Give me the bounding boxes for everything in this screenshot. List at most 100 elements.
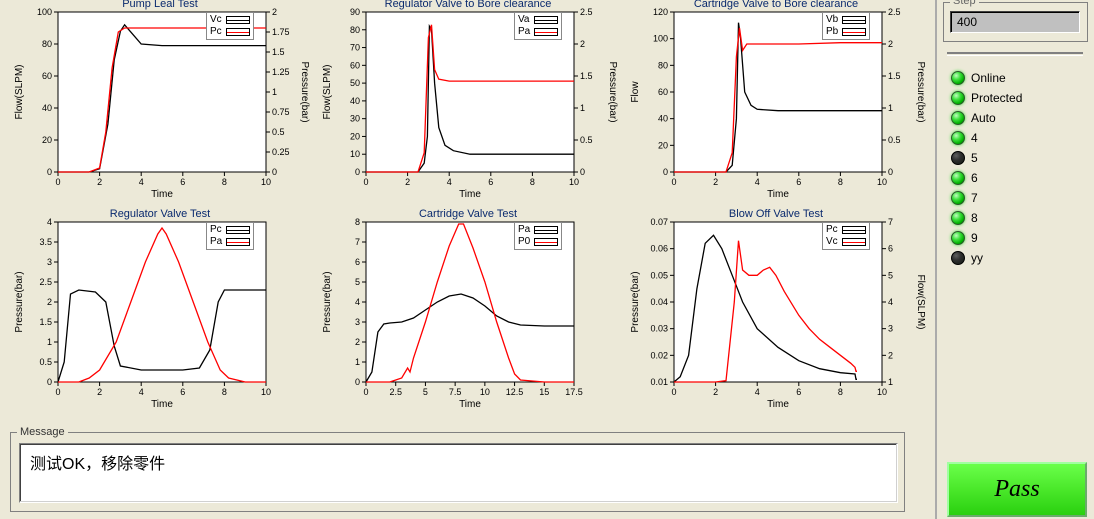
legend-label: Pb	[826, 26, 838, 38]
legend-label: Pc	[210, 224, 222, 236]
svg-text:Flow(SLPM): Flow(SLPM)	[14, 64, 25, 119]
svg-text:17.5: 17.5	[565, 387, 583, 397]
svg-text:10: 10	[569, 177, 579, 187]
svg-text:1: 1	[272, 87, 277, 97]
svg-text:Pressure(bar): Pressure(bar)	[630, 271, 641, 332]
svg-text:0: 0	[355, 377, 360, 387]
svg-text:80: 80	[350, 25, 360, 35]
svg-text:Pressure(bar): Pressure(bar)	[322, 271, 333, 332]
chart-c4: Cartridge Valve Test01234567802.557.5101…	[318, 210, 618, 410]
legend-label: Vc	[826, 236, 838, 248]
svg-text:100: 100	[653, 34, 668, 44]
message-textbox: 测试OK，移除零件	[19, 443, 898, 503]
svg-text:2: 2	[405, 177, 410, 187]
led-label: 8	[971, 211, 978, 225]
svg-text:70: 70	[350, 43, 360, 53]
chart-legend: PcVc	[822, 222, 870, 250]
svg-text:3: 3	[888, 324, 893, 334]
status-led-icon	[951, 91, 965, 105]
legend-label: Pc	[210, 26, 222, 38]
svg-text:4: 4	[447, 177, 452, 187]
status-led-icon	[951, 231, 965, 245]
led-label: 7	[971, 191, 978, 205]
svg-text:40: 40	[350, 96, 360, 106]
svg-text:2: 2	[47, 297, 52, 307]
svg-text:10: 10	[261, 387, 271, 397]
led-row: Online	[951, 68, 1022, 88]
status-led-icon	[951, 191, 965, 205]
svg-text:10: 10	[350, 149, 360, 159]
svg-text:0.5: 0.5	[888, 135, 901, 145]
svg-text:1.5: 1.5	[272, 47, 285, 57]
svg-text:60: 60	[658, 87, 668, 97]
svg-text:2: 2	[713, 177, 718, 187]
chart-c3: Regulator Valve Test00.511.522.533.54024…	[10, 210, 310, 410]
led-row: 5	[951, 148, 1022, 168]
legend-label: Pa	[518, 26, 530, 38]
svg-text:6: 6	[796, 387, 801, 397]
svg-text:0: 0	[671, 177, 676, 187]
svg-text:1: 1	[47, 337, 52, 347]
svg-text:0.06: 0.06	[650, 244, 668, 254]
svg-text:1: 1	[580, 103, 585, 113]
svg-text:0.02: 0.02	[650, 350, 668, 360]
svg-text:6: 6	[180, 387, 185, 397]
chart-title: Regulator Valve to Bore clearance	[318, 0, 618, 10]
chart-legend: PcPa	[206, 222, 254, 250]
svg-text:Time: Time	[767, 399, 789, 410]
chart-legend: VaPa	[514, 12, 562, 40]
pass-button[interactable]: Pass	[947, 462, 1087, 517]
svg-text:0: 0	[663, 167, 668, 177]
status-led-icon	[951, 151, 965, 165]
svg-text:2: 2	[580, 39, 585, 49]
legend-label: Pa	[518, 224, 530, 236]
svg-text:6: 6	[180, 177, 185, 187]
legend-swatch-icon	[842, 238, 866, 246]
svg-text:Time: Time	[767, 189, 789, 200]
svg-text:0.04: 0.04	[650, 297, 668, 307]
svg-text:2: 2	[713, 387, 718, 397]
svg-text:2.5: 2.5	[39, 277, 52, 287]
svg-text:7: 7	[355, 237, 360, 247]
svg-text:4: 4	[355, 297, 360, 307]
svg-text:80: 80	[658, 60, 668, 70]
led-row: 9	[951, 228, 1022, 248]
chart-title: Pump Leal Test	[10, 0, 310, 10]
led-row: Auto	[951, 108, 1022, 128]
svg-text:1.5: 1.5	[888, 71, 901, 81]
step-groupbox: Step 400	[943, 2, 1088, 42]
svg-text:4: 4	[755, 387, 760, 397]
svg-text:1: 1	[355, 357, 360, 367]
svg-text:2: 2	[97, 177, 102, 187]
svg-text:6: 6	[796, 177, 801, 187]
svg-text:0: 0	[363, 177, 368, 187]
led-row: 4	[951, 128, 1022, 148]
svg-text:2: 2	[888, 39, 893, 49]
svg-text:1.5: 1.5	[580, 71, 593, 81]
svg-text:0: 0	[47, 167, 52, 177]
svg-text:0.5: 0.5	[272, 127, 285, 137]
svg-text:0.01: 0.01	[650, 377, 668, 387]
svg-text:0: 0	[272, 167, 277, 177]
svg-text:0: 0	[363, 387, 368, 397]
svg-text:Flow(SLPM): Flow(SLPM)	[915, 274, 926, 329]
message-label: Message	[17, 426, 68, 438]
svg-text:0: 0	[580, 167, 585, 177]
svg-text:Time: Time	[459, 399, 481, 410]
svg-text:4: 4	[888, 297, 893, 307]
status-led-icon	[951, 171, 965, 185]
led-row: yy	[951, 248, 1022, 268]
chart-legend: VbPb	[822, 12, 870, 40]
main-panel: Pump Leal Test02040608010000.250.50.7511…	[0, 0, 935, 519]
led-label: Protected	[971, 91, 1022, 105]
led-row: Protected	[951, 88, 1022, 108]
chart-c5: Blow Off Valve Test0.010.020.030.040.050…	[626, 210, 926, 410]
svg-text:0: 0	[355, 167, 360, 177]
svg-text:6: 6	[488, 177, 493, 187]
svg-text:0: 0	[55, 177, 60, 187]
svg-text:50: 50	[350, 78, 360, 88]
divider	[947, 52, 1083, 56]
svg-text:7.5: 7.5	[449, 387, 462, 397]
led-label: 9	[971, 231, 978, 245]
chart-title: Blow Off Valve Test	[626, 208, 926, 220]
